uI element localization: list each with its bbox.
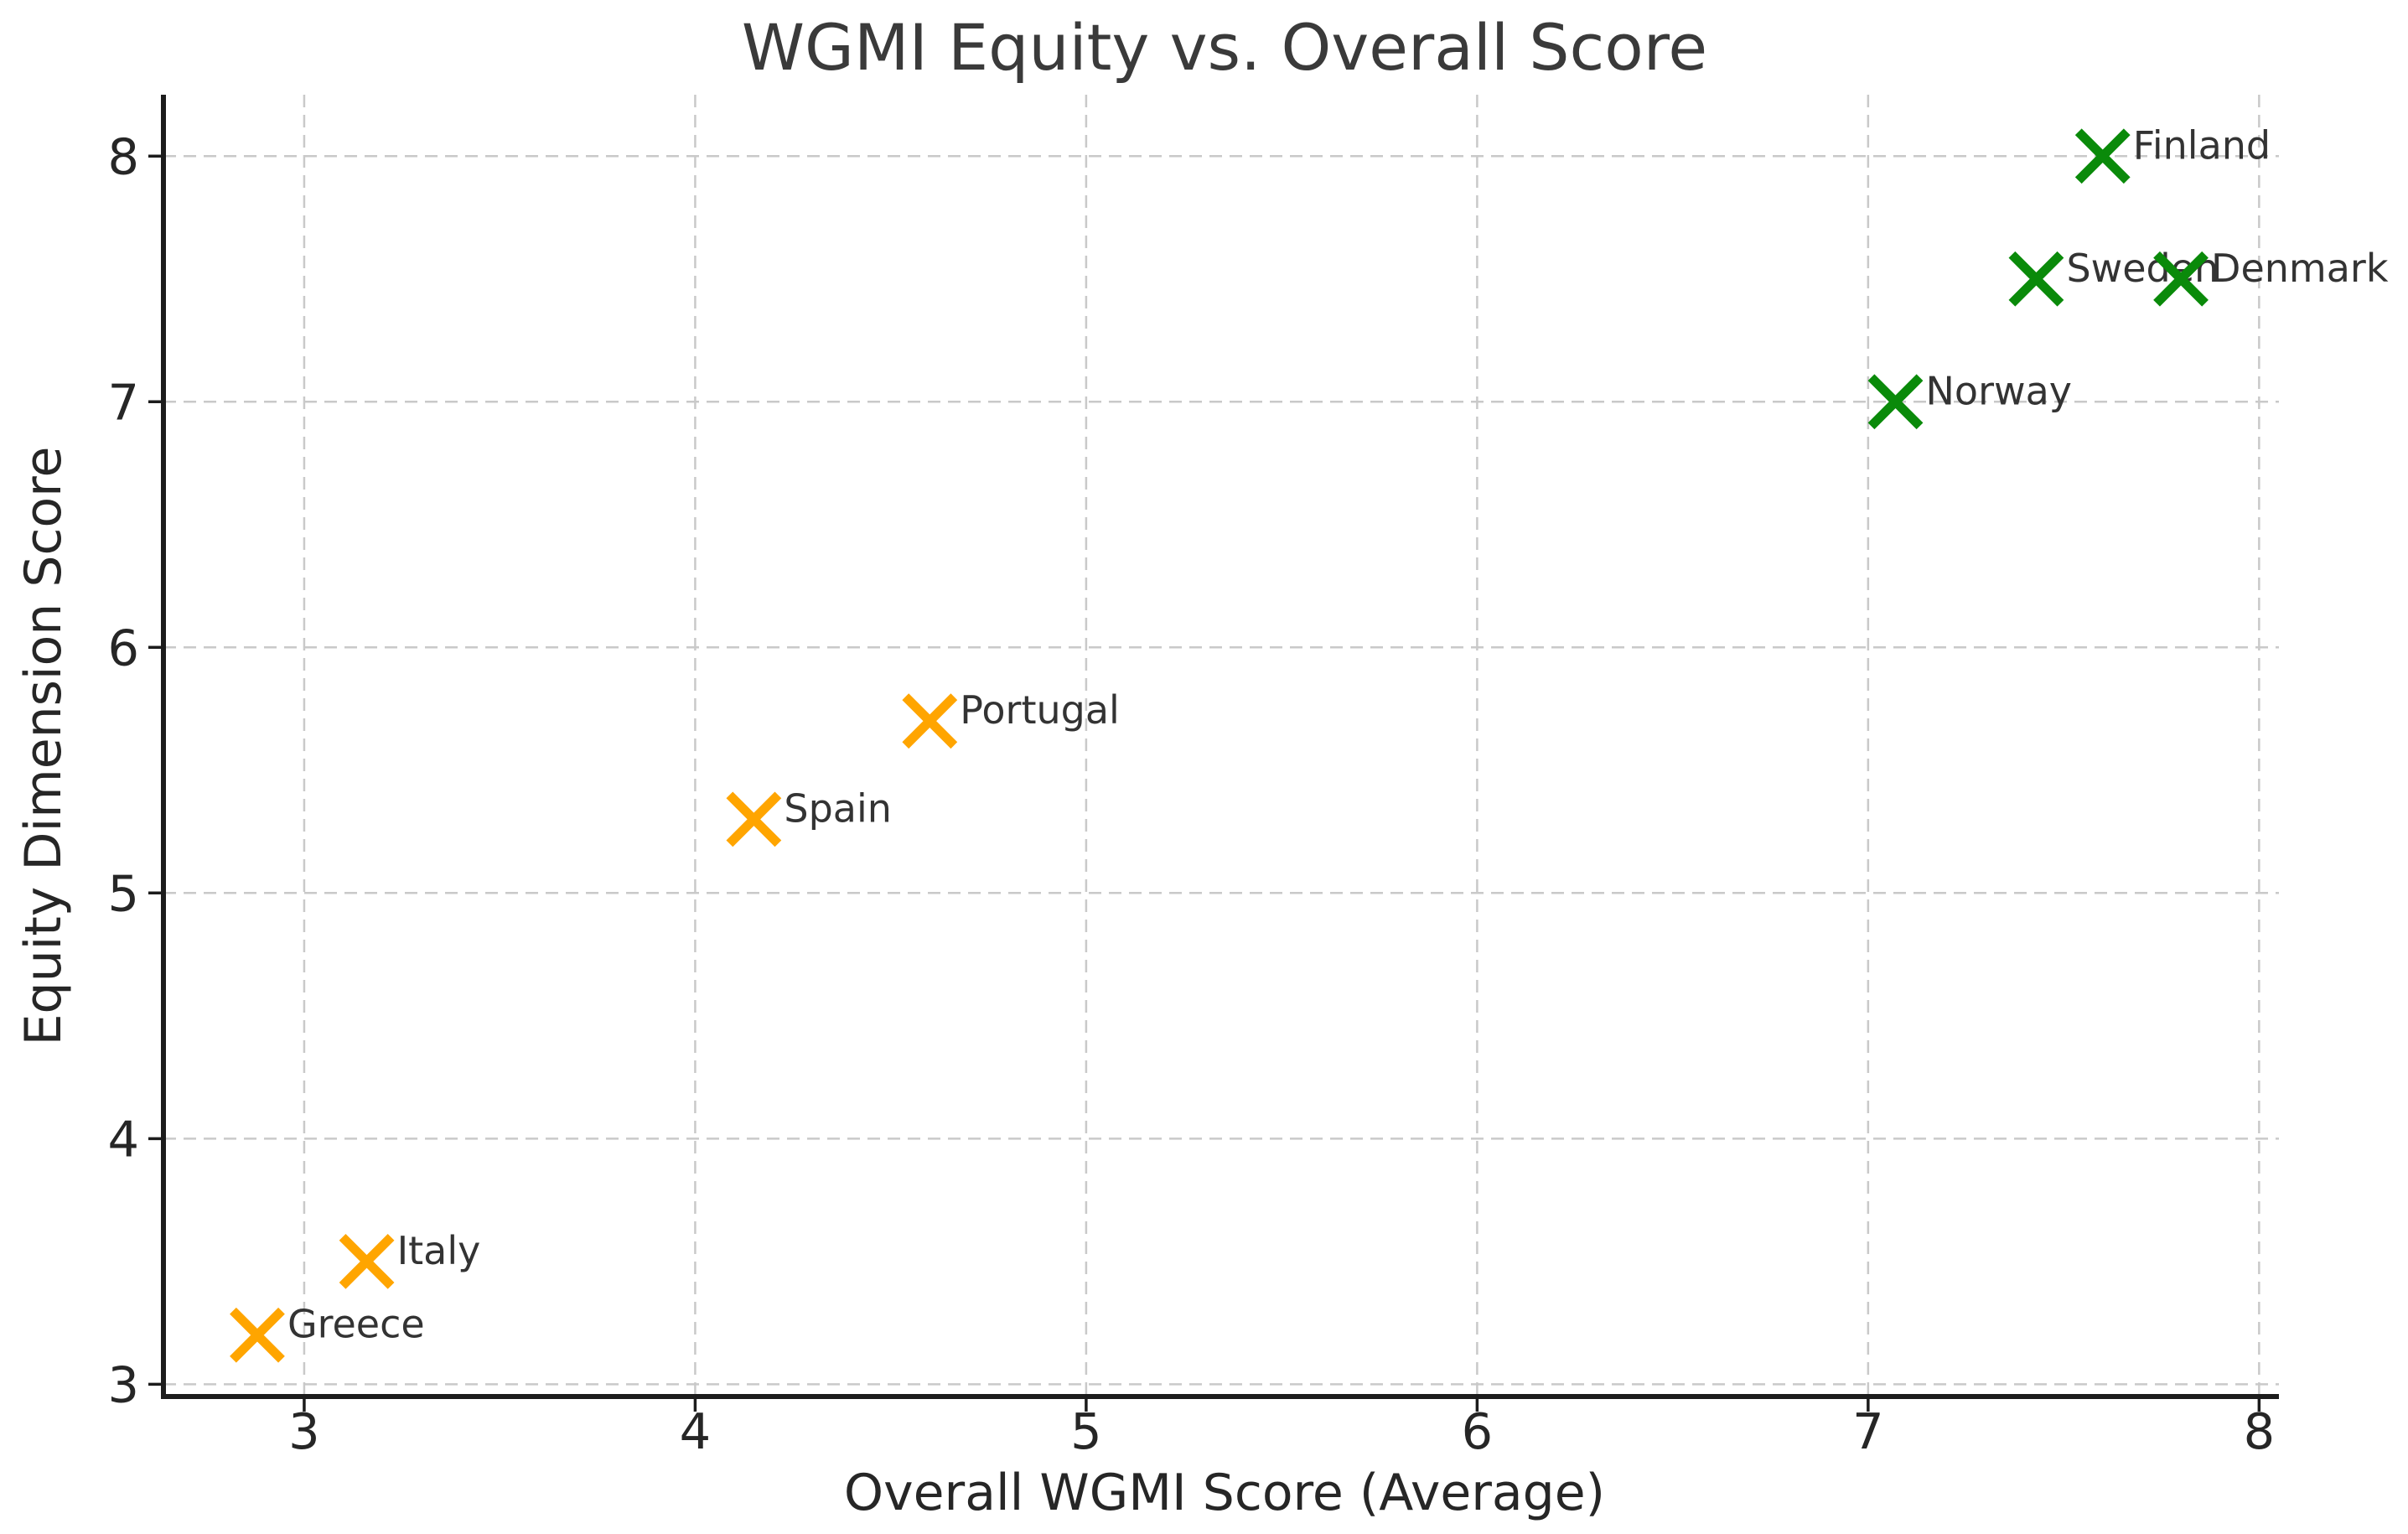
y-axis-label: Equity Dimension Score — [14, 447, 73, 1046]
y-tick-label-8: 8 — [107, 127, 139, 185]
point-label-denmark: Denmark — [2211, 246, 2389, 291]
point-label-greece: Greece — [287, 1302, 425, 1347]
x-tick-label-3: 3 — [288, 1402, 320, 1460]
x-tick-label-6: 6 — [1462, 1402, 1494, 1460]
point-label-portugal: Portugal — [960, 687, 1120, 733]
x-axis-label: Overall WGMI Score (Average) — [844, 1464, 1605, 1522]
y-tick-label-7: 7 — [107, 373, 139, 431]
y-tick-label-3: 3 — [107, 1355, 139, 1413]
marker-spain — [726, 791, 782, 847]
y-tick-label-5: 5 — [107, 864, 139, 922]
point-label-italy: Italy — [397, 1228, 481, 1273]
marker-sweden — [2008, 251, 2064, 307]
chart-title: WGMI Equity vs. Overall Score — [742, 10, 1707, 85]
x-tick-label-5: 5 — [1070, 1402, 1102, 1460]
marker-greece — [230, 1307, 285, 1363]
x-tick-label-7: 7 — [1852, 1402, 1884, 1460]
y-tick-label-6: 6 — [107, 619, 139, 676]
point-label-spain: Spain — [784, 785, 892, 831]
x-tick-label-8: 8 — [2244, 1402, 2276, 1460]
point-label-norway: Norway — [1926, 368, 2073, 413]
marker-denmark — [2153, 251, 2209, 307]
marker-portugal — [902, 693, 958, 749]
marker-norway — [1867, 374, 1924, 430]
marker-italy — [339, 1233, 395, 1289]
marker-finland — [2074, 128, 2131, 184]
point-label-finland: Finland — [2133, 122, 2271, 168]
x-tick-label-4: 4 — [680, 1402, 712, 1460]
y-tick-label-4: 4 — [107, 1110, 139, 1168]
